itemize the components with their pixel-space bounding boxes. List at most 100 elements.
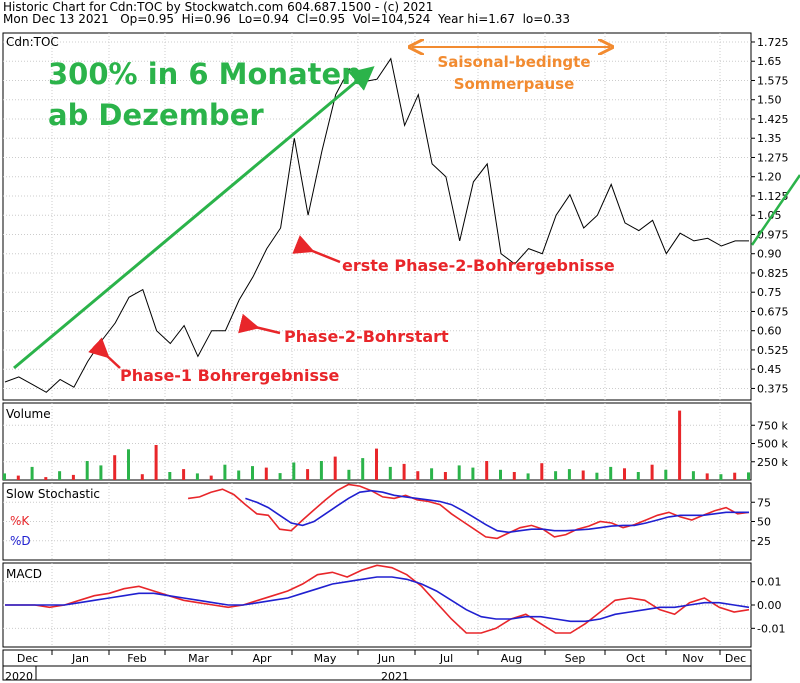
year-axis-frame [2, 665, 752, 681]
price-tick-label: 1.275 [757, 151, 789, 164]
bohrstart-arrow [238, 313, 281, 335]
volume-bar [292, 462, 296, 480]
macd-line [5, 564, 750, 634]
volume-bar [471, 467, 475, 480]
volume-bar [71, 474, 75, 480]
stoch-tick-label: 75 [757, 496, 771, 509]
month-label-sep: Sep [565, 652, 586, 665]
volume-bar [430, 468, 434, 480]
volume-bar [85, 461, 89, 480]
volume-bar [3, 473, 6, 480]
bohrstart-label: Phase-2-Bohrstart [284, 327, 449, 346]
stochastic-panel: Slow Stochastic %K %D [6, 483, 750, 548]
volume-bar [251, 466, 254, 480]
volume-bar [457, 465, 461, 480]
price-tick-label: 0.45 [757, 363, 782, 376]
volume-bar [691, 471, 695, 480]
month-label-apr: Apr [252, 652, 272, 665]
price-tick-label: 0.975 [757, 228, 789, 241]
price-tick-label: 1.425 [757, 113, 789, 126]
volume-bar [499, 469, 502, 480]
volume-tick-label: 500 k [757, 438, 788, 451]
volume-panel: Volume [3, 407, 750, 480]
volume-bar [361, 458, 365, 480]
month-label-feb: Feb [127, 652, 146, 665]
trend-line-green-right [750, 174, 800, 246]
volume-bar [195, 473, 199, 480]
volume-bar [264, 467, 268, 480]
price-tick-label: 1.35 [757, 132, 782, 145]
price-line [4, 57, 749, 393]
volume-bar [636, 472, 640, 480]
seasonal-label-2: Sommerpause [454, 75, 575, 93]
month-label-jul: Jul [439, 652, 453, 665]
gridlines [3, 33, 751, 647]
price-tick-label: 0.525 [757, 344, 789, 357]
month-label-nov: Nov [682, 652, 704, 665]
volume-bar [333, 456, 337, 480]
price-panel-label: Cdn:TOC [6, 35, 59, 49]
phase1-arrow [88, 337, 121, 369]
volume-bar [747, 472, 750, 480]
volume-bar [319, 461, 323, 480]
volume-bar [581, 470, 585, 480]
volume-bar [223, 464, 227, 480]
phase1-label: Phase-1 Bohrergebnisse [120, 366, 340, 385]
headline-300-percent: 300% in 6 Monaten [48, 57, 362, 91]
volume-tick-label: 250 k [757, 456, 788, 469]
stoch-panel-label: Slow Stochastic [6, 487, 100, 501]
year-label-2020: 2020 [5, 670, 33, 683]
volume-bar [485, 461, 489, 480]
volume-bar [58, 471, 62, 480]
volume-bar [512, 472, 516, 480]
stoch-tick-label: 50 [757, 516, 771, 529]
price-tick-label: 1.65 [757, 55, 782, 68]
volume-bar [237, 470, 241, 480]
headline-ab-dezember: ab Dezember [48, 98, 264, 132]
month-label-dec: Dec [17, 652, 38, 665]
volume-bar [154, 445, 158, 480]
price-tick-label: 0.60 [757, 325, 782, 338]
volume-bar [554, 471, 558, 480]
stoch-d-legend: %D [10, 534, 31, 548]
volume-bar [140, 474, 144, 480]
price-tick-label: 1.575 [757, 74, 789, 87]
annotations: 300% in 6 Monaten ab Dezember Saisonal-bed… [13, 47, 800, 385]
volume-bar [182, 469, 186, 480]
price-tick-label: 0.675 [757, 305, 789, 318]
erste-arrow [292, 235, 341, 264]
macd-tick-label: 0.00 [757, 599, 782, 612]
price-tick-label: 0.90 [757, 248, 782, 261]
volume-bar [388, 466, 392, 480]
month-label-oct: Oct [626, 652, 646, 665]
macd-panel: MACD [5, 564, 750, 634]
month-label-aug: Aug [501, 652, 522, 665]
volume-bar [567, 469, 571, 480]
volume-bar [678, 410, 682, 480]
price-panel: Cdn:TOC [4, 35, 749, 393]
price-tick-label: 1.725 [757, 36, 789, 49]
price-frame [2, 32, 752, 401]
axis-labels: Dec Jan Feb Mar Apr May Jun Jul Aug Sep Oct Nov Dec 2… [5, 36, 789, 683]
volume-bar [595, 472, 599, 480]
volume-bar [664, 469, 668, 480]
volume-bar [719, 474, 723, 480]
volume-bar [127, 449, 130, 480]
erste-label: erste Phase-2-Bohrergebnisse [342, 256, 615, 275]
stoch-d-line [245, 489, 749, 534]
stoch-k-legend: %K [10, 514, 30, 528]
stoch-k-line [187, 483, 750, 540]
price-tick-label: 1.125 [757, 190, 789, 203]
macd-panel-label: MACD [6, 567, 42, 581]
volume-bar [168, 472, 172, 480]
volume-bar [540, 463, 544, 480]
volume-bar [416, 471, 420, 480]
price-tick-label: 1.20 [757, 171, 782, 184]
volume-bar [526, 473, 530, 480]
volume-bar [306, 469, 310, 480]
volume-bar [609, 466, 613, 480]
volume-bar [347, 469, 351, 480]
price-tick-label: 0.375 [757, 382, 789, 395]
month-label-mar: Mar [188, 652, 209, 665]
chart-header-line2: Mon Dec 13 2021 Op=0.95 Hi=0.96 Lo=0.94 … [3, 12, 571, 26]
